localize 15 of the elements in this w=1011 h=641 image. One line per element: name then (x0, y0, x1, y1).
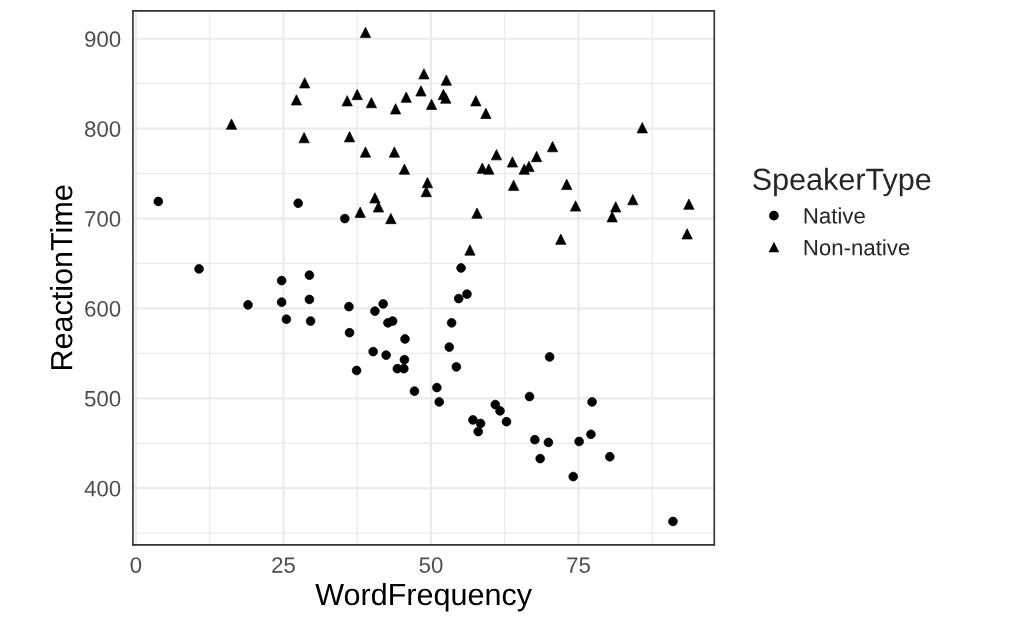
x-axis-title: WordFrequency (315, 582, 532, 612)
y-tick-label: 800 (85, 121, 121, 137)
y-axis-title: ReactionTime (50, 185, 73, 370)
legend-label: Native (804, 207, 865, 224)
y-tick-label: 600 (85, 300, 121, 317)
y-tick-label: 500 (84, 390, 121, 407)
y-tick-label: 400 (84, 480, 121, 497)
x-tick-label: 50 (419, 557, 443, 573)
legend-title: SpeakerType (753, 167, 931, 197)
y-tick-label: 900 (85, 31, 121, 48)
legend-label: Non-native (804, 239, 910, 256)
x-tick-label: 75 (567, 557, 590, 573)
y-tick-label: 700 (85, 211, 121, 227)
x-tick-label: 0 (130, 557, 142, 573)
x-tick-label: 25 (272, 557, 295, 573)
